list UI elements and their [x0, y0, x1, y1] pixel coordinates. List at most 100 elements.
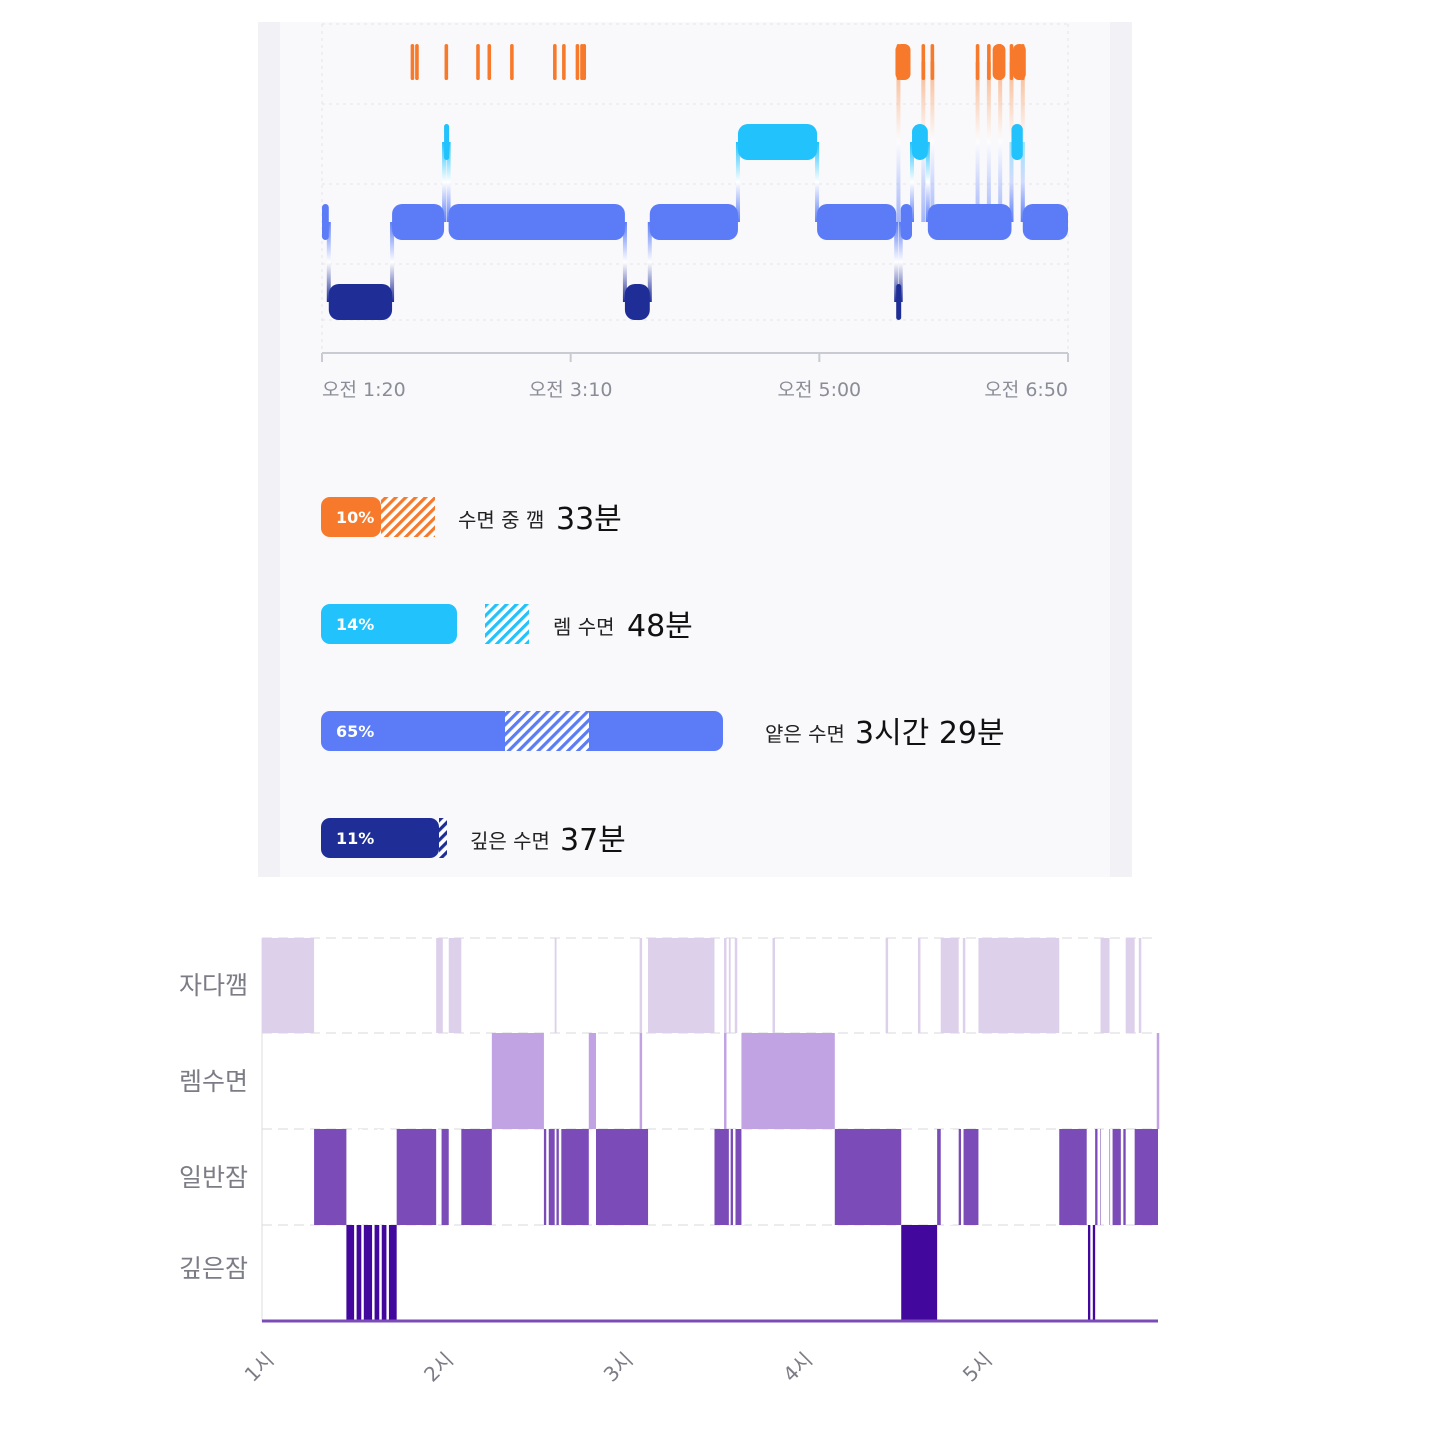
sleep-segment-light: [322, 204, 329, 240]
awake-mark: [930, 44, 935, 80]
stage-transition: [910, 142, 915, 222]
sleep-segment-rem: [737, 124, 818, 160]
legend-hatch: [439, 818, 447, 858]
legend-hatch: [505, 711, 589, 751]
stage-block-light: [461, 1129, 492, 1225]
sleep-segment-light: [1022, 204, 1068, 240]
hour-label: 1시: [240, 1348, 279, 1387]
stage-block-awake: [1100, 938, 1110, 1033]
awake-mark: [987, 44, 991, 80]
stage-block-awake: [728, 938, 731, 1033]
stage-block-awake: [262, 938, 315, 1033]
stage-block-awake: [554, 938, 557, 1033]
hour-label: 5시: [958, 1348, 997, 1387]
time-tick-label: 오전 3:10: [529, 379, 613, 401]
awake-transition: [998, 62, 1003, 222]
legend-hatch: [381, 497, 435, 537]
legend-label: 렘 수면: [553, 615, 615, 639]
legend-bar-tail: [589, 711, 723, 751]
stage-block-awake: [940, 938, 959, 1033]
sleep-segment-light: [649, 204, 738, 240]
legend-label: 깊은 수면: [470, 829, 550, 853]
legend-bar: [321, 497, 381, 537]
row-label: 깊은잠: [179, 1254, 248, 1283]
row-label: 렘수면: [179, 1067, 248, 1096]
stage-block-rem: [741, 1033, 835, 1129]
sleep-segment-deep: [624, 284, 650, 320]
stage-block-awake: [978, 938, 1060, 1033]
legend-item-awake: 10% 수면 중 깸 33분: [321, 497, 622, 537]
sleep-segment-deep: [896, 284, 902, 320]
stage-block-light: [314, 1129, 347, 1225]
stage-transition: [622, 222, 627, 302]
stage-transition: [894, 222, 899, 302]
time-tick-label: 오전 1:20: [322, 379, 406, 401]
awake-mark: [562, 44, 566, 80]
awake-block: [992, 44, 1006, 80]
sleep-segment-light: [817, 204, 897, 240]
row-label: 자다깸: [179, 971, 248, 1000]
awake-mark: [487, 44, 492, 80]
stage-block-light: [730, 1129, 742, 1225]
stage-block-deep: [346, 1225, 397, 1320]
legend-percent: 14%: [336, 615, 374, 634]
stage-transition: [735, 142, 740, 222]
stage-block-awake: [648, 938, 715, 1033]
stage-block-awake: [436, 938, 442, 1033]
stage-block-light: [834, 1129, 902, 1225]
legend-duration: 33분: [556, 502, 622, 537]
legend-bar: [321, 604, 457, 644]
awake-mark: [410, 44, 415, 80]
sleep-segment-light: [392, 204, 445, 240]
sleep-segment-light: [900, 204, 913, 240]
stage-transition: [442, 142, 447, 222]
awake-block: [1013, 44, 1026, 80]
time-tick-label: 오전 6:50: [984, 379, 1068, 401]
stage-transition: [925, 142, 930, 222]
top-sleep-chart: 오전 1:20 오전 3:10 오전 5:00 오전 6:50 10% 수면 중 깸 33분…: [321, 23, 1069, 858]
awake-mark: [1009, 44, 1014, 80]
stage-block-light: [1134, 1129, 1158, 1225]
sleep-segment-light: [448, 204, 625, 240]
legend-hatch: [485, 604, 529, 644]
legend-bar: [321, 818, 439, 858]
awake-mark: [510, 44, 514, 80]
stage-block-light: [543, 1129, 555, 1225]
legend-item-rem: 14% 렘 수면 48분: [321, 604, 693, 644]
awake-block: [895, 44, 911, 80]
stage-block-light: [441, 1129, 449, 1225]
stage-block-deep: [901, 1225, 938, 1320]
stage-block-light: [396, 1129, 437, 1225]
hour-label: 4시: [778, 1348, 817, 1387]
legend-item-light: 65% 얕은 수면 3시간 29분: [321, 711, 1005, 751]
legend-item-deep: 11% 깊은 수면 37분: [321, 818, 626, 858]
stage-block-light: [937, 1129, 941, 1225]
hour-label: 3시: [599, 1348, 638, 1387]
stage-block-light: [556, 1129, 589, 1225]
hour-label: 2시: [419, 1348, 458, 1387]
stage-block-light: [714, 1129, 729, 1225]
stage-block-light: [595, 1129, 649, 1225]
stage-block-rem: [491, 1033, 544, 1129]
time-tick-label: 오전 5:00: [777, 379, 861, 401]
sleep-segment-light: [927, 204, 1012, 240]
stage-transition: [390, 222, 395, 302]
sleep-segment-rem: [1011, 124, 1023, 160]
awake-mark: [444, 44, 449, 80]
stage-block-light: [1059, 1129, 1088, 1225]
legend-percent: 11%: [336, 829, 374, 848]
awake-mark: [415, 44, 419, 80]
sleep-segment-deep: [328, 284, 393, 320]
stage-block-awake: [448, 938, 462, 1033]
legend-label: 얕은 수면: [765, 722, 845, 746]
awake-mark: [553, 44, 557, 80]
awake-mark: [921, 44, 926, 80]
legend-duration: 37분: [560, 823, 626, 858]
sleep-segment-rem: [912, 124, 928, 160]
legend-duration: 48분: [627, 609, 693, 644]
sleep-segment-rem: [444, 124, 450, 160]
awake-transition: [975, 62, 980, 222]
stage-block-rem: [588, 1033, 596, 1129]
stage-transition: [326, 222, 331, 302]
